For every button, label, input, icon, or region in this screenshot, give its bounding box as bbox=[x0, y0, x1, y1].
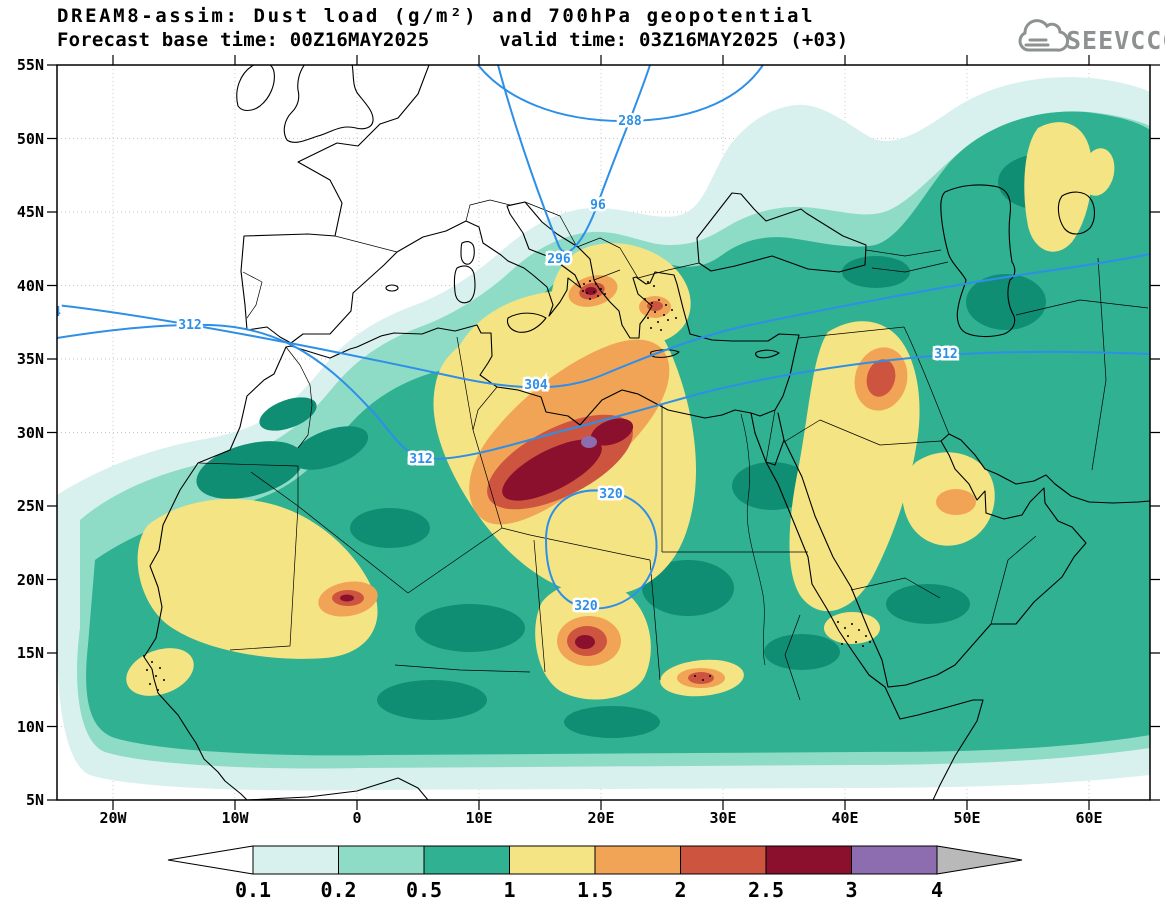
contour-label: 312 bbox=[934, 347, 957, 362]
country-borders bbox=[197, 199, 1149, 701]
lat-label: 15N bbox=[17, 644, 44, 662]
colorbar-label: 2 bbox=[674, 878, 686, 902]
colorbar-cell bbox=[338, 845, 425, 875]
lat-label: 25N bbox=[17, 497, 44, 515]
contour-label: 320 bbox=[574, 599, 598, 614]
lat-label: 40N bbox=[17, 277, 44, 295]
colorbar-label: 1.5 bbox=[577, 878, 613, 902]
colorbar-cell bbox=[765, 845, 852, 875]
lon-label: 0 bbox=[352, 809, 361, 827]
lat-label: 45N bbox=[17, 203, 44, 221]
lat-label: 30N bbox=[17, 424, 44, 442]
lon-label: 30E bbox=[709, 809, 736, 827]
stipple-dots bbox=[143, 280, 871, 691]
lon-label: 20W bbox=[99, 809, 127, 827]
contour-label: 312 bbox=[178, 318, 201, 333]
contour-label: 288 bbox=[618, 114, 642, 129]
contour-label: 04 bbox=[45, 305, 61, 320]
geopotential-contours bbox=[57, 65, 1150, 610]
lon-label: 60E bbox=[1075, 809, 1102, 827]
lon-label: 10W bbox=[221, 809, 249, 827]
contour-label: 96 bbox=[590, 198, 606, 213]
lon-label: 20E bbox=[587, 809, 614, 827]
cloud-icon bbox=[1018, 19, 1070, 52]
axis-ticks bbox=[47, 55, 1160, 810]
contour-label: 312 bbox=[409, 452, 432, 467]
colorbar-arrow-right bbox=[936, 845, 1023, 875]
dust-layer-dark-green bbox=[196, 154, 1086, 738]
lon-label: 10E bbox=[465, 809, 492, 827]
colorbar-label: 0.2 bbox=[320, 878, 356, 902]
colorbar-label: 3 bbox=[845, 878, 857, 902]
lat-label: 35N bbox=[17, 350, 44, 368]
colorbar-label: 2.5 bbox=[748, 878, 784, 902]
forecast-time-subtitle: Forecast base time: 00Z16MAY2025 valid t… bbox=[57, 29, 849, 51]
colorbar-cell bbox=[509, 845, 596, 875]
colorbar-label: 1 bbox=[503, 878, 515, 902]
dust-layer-3 bbox=[581, 436, 597, 448]
lat-label: 50N bbox=[17, 130, 44, 148]
colorbar-arrow-left bbox=[167, 845, 254, 875]
colorbar-cell bbox=[423, 845, 510, 875]
lon-label: 50E bbox=[953, 809, 980, 827]
longitude-axis: 20W 10W 0 10E 20E 30E 40E 50E 60E bbox=[99, 809, 1102, 827]
dust-layer-2p5 bbox=[340, 287, 634, 649]
colorbar-cell bbox=[680, 845, 767, 875]
contour-label: 304 bbox=[524, 378, 548, 393]
colorbar-cell bbox=[252, 845, 339, 875]
lat-label: 5N bbox=[26, 791, 44, 809]
page-title: DREAM8-assim: Dust load (g/m²) and 700hP… bbox=[57, 5, 816, 27]
latitude-axis: 55N 50N 45N 40N 35N 30N 25N 20N 15N 10N … bbox=[17, 56, 44, 809]
lat-label: 10N bbox=[17, 718, 44, 736]
contour-label: 320 bbox=[599, 487, 623, 502]
logo-text: SEEVCCC bbox=[1066, 26, 1165, 55]
colorbar-cell bbox=[851, 845, 938, 875]
coastlines bbox=[143, 65, 1150, 800]
colorbar-label: 0.5 bbox=[406, 878, 442, 902]
colorbar-labels: 0.1 0.2 0.5 1 1.5 2 2.5 3 4 bbox=[235, 878, 943, 902]
colorbar-cell bbox=[594, 845, 681, 875]
seevccc-logo: SEEVCCC bbox=[1018, 19, 1165, 55]
lon-label: 40E bbox=[831, 809, 858, 827]
colorbar-label: 4 bbox=[931, 878, 943, 902]
colorbar: 0.1 0.2 0.5 1 1.5 2 2.5 3 4 bbox=[167, 845, 1023, 902]
lat-label: 55N bbox=[17, 56, 44, 74]
geopotential-contour-labels: 288 96 296 304 312 312 312 320 320 04 bbox=[45, 112, 960, 617]
colorbar-label: 0.1 bbox=[235, 878, 271, 902]
contour-label: 296 bbox=[547, 252, 571, 267]
lat-label: 20N bbox=[17, 571, 44, 589]
